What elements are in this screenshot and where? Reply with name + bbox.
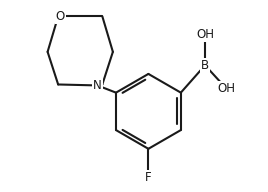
Text: OH: OH	[196, 28, 214, 41]
Text: O: O	[55, 10, 65, 23]
Text: F: F	[145, 171, 152, 184]
Text: OH: OH	[217, 82, 235, 95]
Text: N: N	[93, 79, 102, 92]
Text: B: B	[201, 59, 209, 72]
